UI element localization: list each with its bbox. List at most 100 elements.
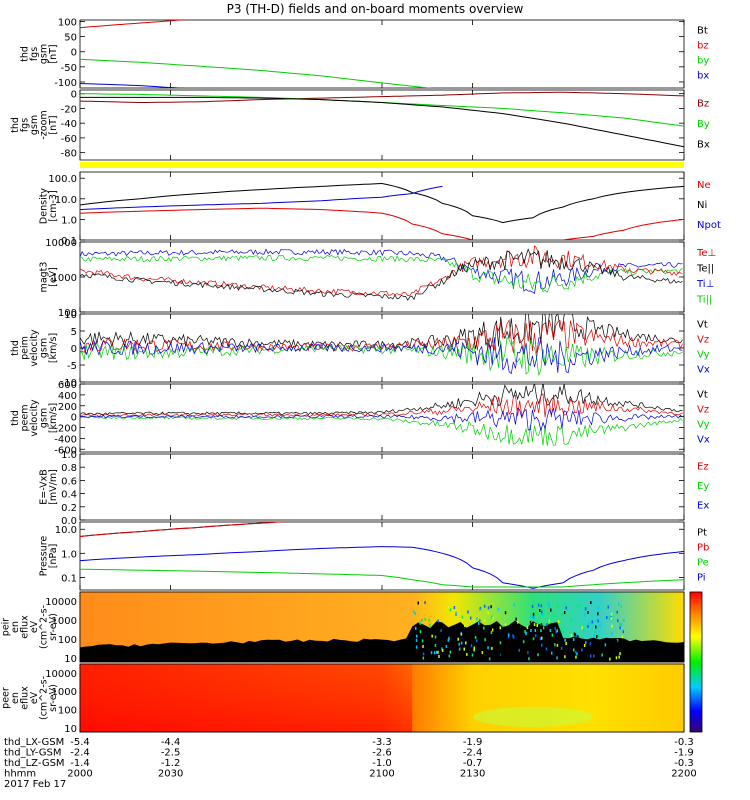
spectrum-speckle <box>622 630 624 634</box>
x-axis-value: -1.9 <box>674 748 694 759</box>
spectrum-speckle <box>575 655 577 659</box>
series-group <box>80 20 434 88</box>
spectrum-speckle <box>554 626 556 630</box>
spectrum-speckle <box>432 620 435 624</box>
spectrum-speckle <box>434 643 437 647</box>
spectrum-speckle <box>499 641 502 645</box>
y-axis-label-line: peir <box>1 618 12 637</box>
series-line-Vx <box>80 407 683 431</box>
spectrum-speckle <box>479 607 481 611</box>
spectrum-speckle <box>488 657 491 661</box>
y-axis-label-line: fgs <box>29 47 40 61</box>
legend-entry: Vt <box>697 390 708 401</box>
spectrum-speckle <box>593 634 596 637</box>
spectrum-speckle <box>597 634 600 638</box>
spectrum-speckle <box>528 652 531 655</box>
y-axis-label-line: gsm <box>39 338 50 358</box>
spectrum-speckle <box>577 635 579 639</box>
spectrum-speckle <box>570 634 573 637</box>
spectrum-speckle <box>527 651 529 655</box>
y-tick-label: 1000 <box>52 273 77 284</box>
y-axis-label-line: eflux <box>20 686 31 710</box>
spectrum-speckle <box>439 636 442 640</box>
x-axis-value: -3.3 <box>372 737 392 748</box>
spectrum-speckle <box>616 610 618 614</box>
spectrum-speckle <box>483 604 486 608</box>
x-axis-value: -0.3 <box>674 737 694 748</box>
series-group <box>80 91 684 148</box>
y-axis-label-line: peer <box>1 687 12 709</box>
spectrum-speckle <box>461 615 464 619</box>
spectrum-speckle <box>581 648 583 652</box>
spectrum-speckle <box>567 654 569 658</box>
series-group <box>80 245 683 301</box>
spectrogram <box>79 663 685 733</box>
colorbar <box>689 591 703 733</box>
spectrum-speckle <box>483 619 486 623</box>
x-axis-value: -4.4 <box>161 737 181 748</box>
spectrum-speckle <box>570 619 572 623</box>
spectrum-speckle <box>551 651 553 655</box>
y-axis-label-line: E=-VxB <box>39 469 50 504</box>
panel-density: Density[cm-3] 0.1 1.0 10.0 100.0 Ne Ni Npot <box>39 171 721 247</box>
spectrum-speckle <box>541 643 543 647</box>
spectrum-speckle <box>557 627 559 630</box>
spectrum-speckle <box>507 639 509 643</box>
x-axis-value: -2.6 <box>372 748 392 759</box>
spectrum-speckle <box>504 611 507 615</box>
spectrum-speckle <box>599 624 601 628</box>
spectrum-speckle <box>607 605 609 609</box>
spectrum-speckle <box>484 638 486 642</box>
y-axis-label-line: Pressure <box>39 536 50 577</box>
spectrum-speckle <box>504 643 507 647</box>
legend-entry: Ex <box>697 500 709 511</box>
y-tick-label: 0.1 <box>61 236 77 247</box>
y-axis-label-line: velocity <box>29 399 40 437</box>
spectrum-speckle <box>478 621 480 625</box>
spectrum-speckle <box>615 640 618 644</box>
spectrum-speckle <box>556 629 558 633</box>
spectrum-speckle <box>424 601 426 605</box>
y-axis-label-line: [mV/m] <box>48 469 59 505</box>
spectrum-speckle <box>525 631 527 635</box>
spectrum-speckle <box>526 630 529 634</box>
y-tick-label: 1.0 <box>61 450 77 461</box>
spectrum-speckle <box>551 633 554 637</box>
spectrum-speckle <box>473 646 476 650</box>
spectrum-speckle <box>548 619 551 623</box>
spectrum-speckle <box>564 655 566 659</box>
y-axis-label-line: Density <box>39 188 50 224</box>
spectrum-speckle <box>479 619 481 623</box>
panel-efield: E=-VxB[mV/m]0.0 0.2 0.4 0.6 0.8 1.0 Ez Ey Ex <box>39 450 710 527</box>
y-tick-label: -5 <box>67 361 77 372</box>
spectrum-speckle <box>533 640 535 644</box>
spectrum-speckle <box>536 624 538 627</box>
spectrum-speckle <box>474 635 477 639</box>
series-line-Pi <box>80 546 684 589</box>
series-line-Npot <box>80 185 443 211</box>
spectrum-speckle <box>431 634 433 638</box>
x-axis-value: 2130 <box>460 769 485 780</box>
spectrum-speckle <box>610 616 613 620</box>
spectrum-speckle <box>449 608 452 612</box>
panel-pressure: Pressure[nPa]0.1 1.0 10.0 Pt Pb Pe Pi <box>39 521 709 591</box>
y-tick-label: 0.0 <box>61 516 77 527</box>
spectrum-speckle <box>448 606 450 610</box>
x-axis-value: -2.4 <box>463 748 483 759</box>
spectrum-speckle <box>576 644 579 648</box>
spectrum-speckle <box>468 617 470 621</box>
legend-entry: bx <box>697 71 709 82</box>
spectrum-speckle <box>565 606 567 610</box>
spectrum-speckle <box>539 609 541 612</box>
y-tick-label: 0 <box>71 413 77 424</box>
spectrum-speckle <box>490 605 492 609</box>
spectrum-speckle <box>537 653 539 657</box>
y-axis-label-line: [nT] <box>48 44 59 63</box>
y-tick-label: 200 <box>58 402 77 413</box>
spectrum-speckle <box>422 644 424 648</box>
y-tick-label: 100 <box>58 706 77 717</box>
x-axis-row-label: thd_LX-GSM <box>4 737 64 748</box>
spectrum-speckle <box>436 650 438 654</box>
